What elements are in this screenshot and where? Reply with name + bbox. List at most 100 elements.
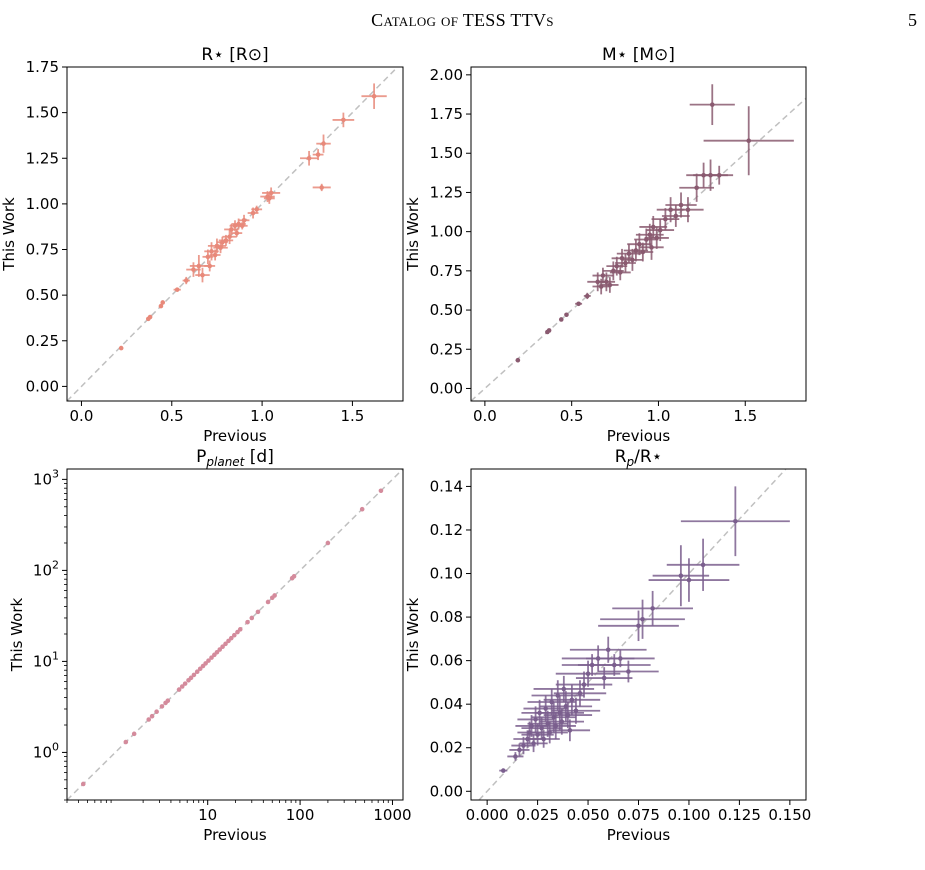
marker [564, 312, 569, 318]
data-point [203, 661, 208, 666]
marker [584, 293, 590, 299]
marker [685, 207, 691, 212]
marker [159, 704, 165, 709]
data-point [575, 301, 583, 307]
marker [197, 666, 203, 672]
marker [605, 647, 611, 653]
marker [245, 619, 250, 625]
data-point [238, 214, 250, 226]
marker [371, 93, 377, 99]
data-point [549, 719, 591, 742]
data-point [332, 112, 355, 128]
data-point [558, 317, 564, 322]
data-point [209, 655, 214, 660]
data-point [195, 267, 210, 283]
marker [640, 249, 646, 255]
marker [515, 357, 521, 363]
marker [604, 279, 609, 285]
axes-frame [66, 66, 404, 402]
data-point [601, 277, 619, 293]
data-point [551, 697, 601, 724]
marker [194, 669, 200, 675]
marker [265, 599, 271, 605]
marker [209, 249, 214, 254]
x-tick-label: 10 [198, 806, 217, 824]
marker [529, 723, 534, 729]
marker [149, 713, 155, 719]
y-tick-label: 1.50 [26, 104, 59, 122]
y-tick-label: 101 [33, 649, 59, 670]
marker [517, 747, 522, 753]
data-point [679, 173, 715, 202]
data-point [255, 609, 261, 615]
data-point [237, 627, 243, 632]
data-point [191, 672, 197, 678]
marker [553, 723, 559, 729]
marker [709, 102, 715, 107]
data-point [515, 357, 521, 363]
x-tick-label: 100 [286, 806, 315, 824]
running-title: Catalog of TESS TTVs [371, 10, 554, 30]
y-tick-label: 0.12 [430, 521, 463, 539]
data-point [220, 644, 225, 650]
marker [203, 661, 208, 666]
y-tick-label: 0.04 [430, 695, 463, 713]
y-tick-label: 1.75 [26, 58, 59, 76]
marker [640, 616, 645, 622]
x-axis-label: Previous [607, 826, 671, 844]
marker [131, 731, 137, 737]
data-point [147, 314, 153, 320]
marker [541, 736, 546, 742]
panel-title: R⋆ [R⊙] [201, 45, 268, 65]
plot-area [471, 84, 806, 401]
marker [118, 345, 124, 351]
marker [319, 185, 325, 190]
marker [673, 213, 679, 219]
marker [179, 684, 185, 689]
x-tick-label: 0.0 [473, 407, 497, 425]
marker [561, 686, 567, 692]
data-point [118, 345, 124, 351]
marker [250, 210, 256, 216]
marker [576, 301, 581, 307]
x-tick-label: 0.075 [617, 806, 660, 824]
marker [558, 317, 564, 322]
x-tick-label: 0.150 [768, 806, 811, 824]
marker [678, 202, 684, 208]
data-point [632, 242, 654, 262]
marker [539, 725, 544, 731]
marker [654, 235, 660, 241]
page-number: 5 [908, 10, 917, 30]
data-point [228, 635, 234, 641]
x-tick-label: 0.5 [160, 407, 184, 425]
marker [513, 754, 518, 759]
marker [533, 717, 538, 722]
x-tick-label: 0.025 [516, 806, 559, 824]
marker [306, 155, 312, 161]
marker [521, 743, 526, 748]
data-point [312, 183, 331, 192]
marker [614, 263, 620, 269]
marker [223, 238, 229, 243]
marker [359, 506, 365, 512]
y-tick-label: 0.06 [430, 652, 463, 670]
y-tick-label: 1.00 [430, 223, 463, 241]
marker [567, 728, 573, 733]
marker [183, 278, 189, 283]
data-point [173, 287, 181, 292]
data-point [165, 698, 171, 703]
marker [657, 227, 663, 233]
data-point [600, 599, 685, 639]
data-point [639, 234, 664, 260]
data-point [291, 574, 297, 579]
data-point [316, 134, 331, 153]
marker [209, 655, 214, 660]
x-tick-label: 1.5 [340, 407, 364, 425]
data-point [586, 649, 655, 668]
reference-line [67, 67, 399, 401]
marker [573, 708, 579, 714]
data-point [646, 219, 675, 242]
data-point [217, 647, 223, 652]
data-point [182, 681, 188, 686]
data-point [543, 702, 593, 729]
